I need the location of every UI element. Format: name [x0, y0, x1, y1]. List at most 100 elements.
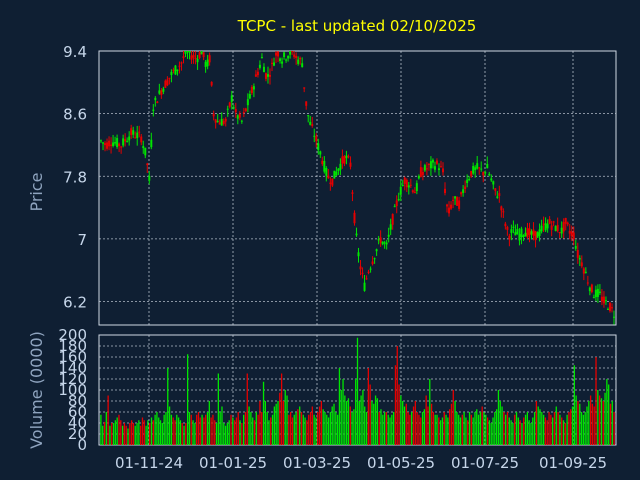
volume-tick-label: 140 [58, 359, 87, 377]
candle-body [407, 185, 410, 188]
candle-body [582, 268, 585, 274]
candle-body [588, 287, 591, 292]
candle-body [202, 52, 205, 58]
candle-body [578, 258, 581, 260]
candle-body [158, 90, 161, 94]
volume-tick-label: 0 [77, 436, 87, 454]
candle-body [383, 242, 386, 244]
candle-body [480, 168, 483, 170]
candle-body [510, 229, 513, 233]
candle-body [104, 143, 107, 146]
candle-body [132, 130, 135, 135]
candle-body [423, 165, 426, 171]
candle-body [277, 51, 280, 57]
candle-body [401, 185, 404, 187]
candle-body [429, 161, 432, 169]
candle-body [359, 266, 362, 270]
candle-body [108, 140, 111, 147]
candle-body [188, 51, 191, 53]
candle-body [136, 132, 139, 139]
candle-body [329, 182, 332, 184]
candle-body [484, 172, 487, 174]
candle-body [198, 52, 201, 58]
candle-body [353, 212, 356, 224]
candle-body [361, 272, 364, 274]
candle-body [608, 302, 611, 312]
candle-body [228, 102, 231, 107]
candle-body [124, 139, 127, 142]
candle-body [343, 156, 346, 164]
candle-body [417, 176, 420, 179]
x-tick-label: 01-07-25 [451, 454, 519, 472]
candle-body [335, 171, 338, 176]
volume-tick-label: 200 [58, 326, 87, 344]
candle-body [490, 178, 493, 181]
candle-body [218, 122, 221, 125]
candle-body [266, 74, 269, 77]
candle-body [530, 231, 533, 235]
candle-body [305, 101, 308, 106]
candle-body [375, 249, 378, 252]
candle-body [574, 246, 577, 249]
candle-body [532, 229, 535, 236]
candle-body [196, 58, 199, 63]
price-plot-area [98, 50, 617, 326]
x-axis-ticks: 01-11-24 01-01-25 01-03-25 01-05-25 01-07-25… [115, 454, 607, 472]
volume-tick-label: 20 [68, 425, 87, 443]
candle-body [319, 151, 322, 155]
candle-body [524, 232, 527, 237]
candle-body [504, 223, 507, 227]
x-tick-label: 01-09-25 [539, 454, 607, 472]
candle-body [287, 56, 290, 59]
price-tick-label: 6.2 [63, 294, 87, 312]
candle-body [186, 51, 189, 52]
candle-body [295, 55, 298, 59]
volume-tick-label: 160 [58, 348, 87, 366]
volume-tick-label: 40 [68, 414, 87, 432]
candle-body [570, 231, 573, 236]
candle-body [365, 278, 368, 280]
candle-body [458, 200, 461, 209]
candle-body [130, 128, 133, 136]
candle-body [355, 233, 358, 236]
candle-body [446, 204, 449, 207]
candle-body [604, 300, 607, 302]
candle-body [397, 198, 400, 201]
candle-body [184, 51, 187, 54]
candle-body [268, 75, 271, 77]
candle-body [427, 163, 430, 166]
candle-body [116, 138, 119, 147]
candle-body [415, 183, 418, 191]
candle-body [369, 268, 372, 270]
candle-body [156, 101, 159, 104]
candle-body [283, 52, 286, 57]
candle-body [216, 120, 219, 122]
candle-body [460, 192, 463, 195]
candle-body [612, 316, 615, 318]
candle-body [210, 81, 213, 86]
candle-body [379, 237, 382, 243]
candle-body [371, 261, 374, 265]
candle-body [307, 115, 310, 117]
candle-body [441, 168, 444, 173]
candle-body [275, 52, 278, 56]
candle-body [548, 218, 551, 224]
candle-body [281, 61, 284, 64]
candle-body [327, 175, 330, 179]
candle-body [566, 222, 569, 225]
candle-body [540, 225, 543, 232]
candle-body [462, 189, 465, 193]
candle-body [134, 137, 137, 139]
candle-body [520, 228, 523, 238]
candle-body [552, 221, 555, 223]
candle-body [230, 95, 233, 102]
candle-body [262, 66, 265, 73]
candle-body [110, 144, 113, 146]
candle-body [534, 231, 537, 241]
candle-body [214, 119, 217, 123]
candle-body [526, 228, 529, 238]
candle-body [560, 227, 563, 234]
candle-body [293, 54, 296, 57]
candle-body [150, 139, 153, 148]
